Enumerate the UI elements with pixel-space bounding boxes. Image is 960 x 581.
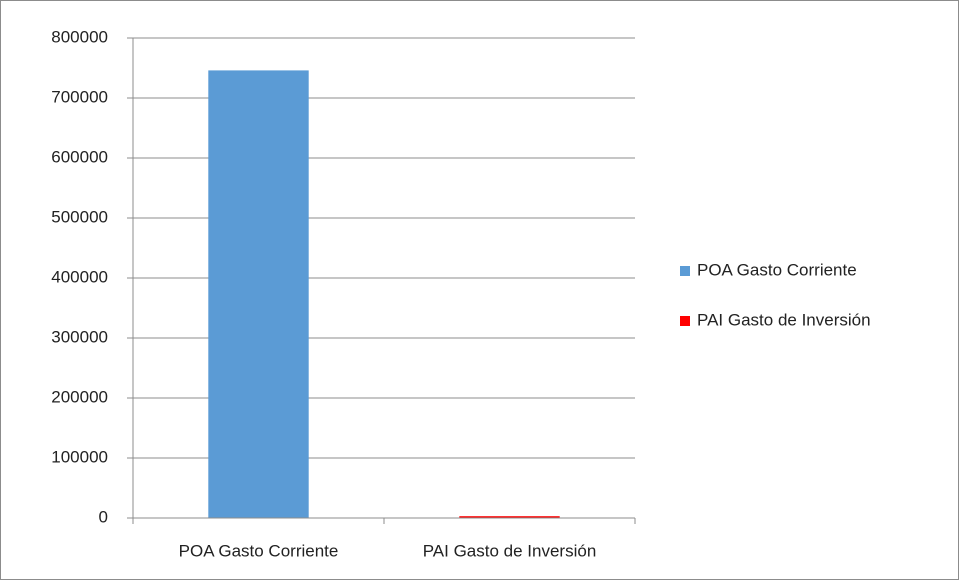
y-tick-label: 600000 xyxy=(51,147,108,166)
legend-label: POA Gasto Corriente xyxy=(697,260,857,279)
bar xyxy=(459,516,560,518)
y-tick-label: 500000 xyxy=(51,207,108,226)
y-tick-label: 100000 xyxy=(51,447,108,466)
legend-swatch xyxy=(680,266,690,276)
y-tick-label: 700000 xyxy=(51,87,108,106)
y-tick-label: 300000 xyxy=(51,327,108,346)
y-tick-label: 0 xyxy=(99,507,108,526)
bar xyxy=(208,70,309,519)
legend-label: PAI Gasto de Inversión xyxy=(697,310,871,329)
y-tick-label: 400000 xyxy=(51,267,108,286)
legend-swatch xyxy=(680,316,690,326)
x-tick-label: PAI Gasto de Inversión xyxy=(423,541,597,560)
y-tick-label: 200000 xyxy=(51,387,108,406)
y-tick-label: 800000 xyxy=(51,27,108,46)
x-tick-label: POA Gasto Corriente xyxy=(179,541,339,560)
